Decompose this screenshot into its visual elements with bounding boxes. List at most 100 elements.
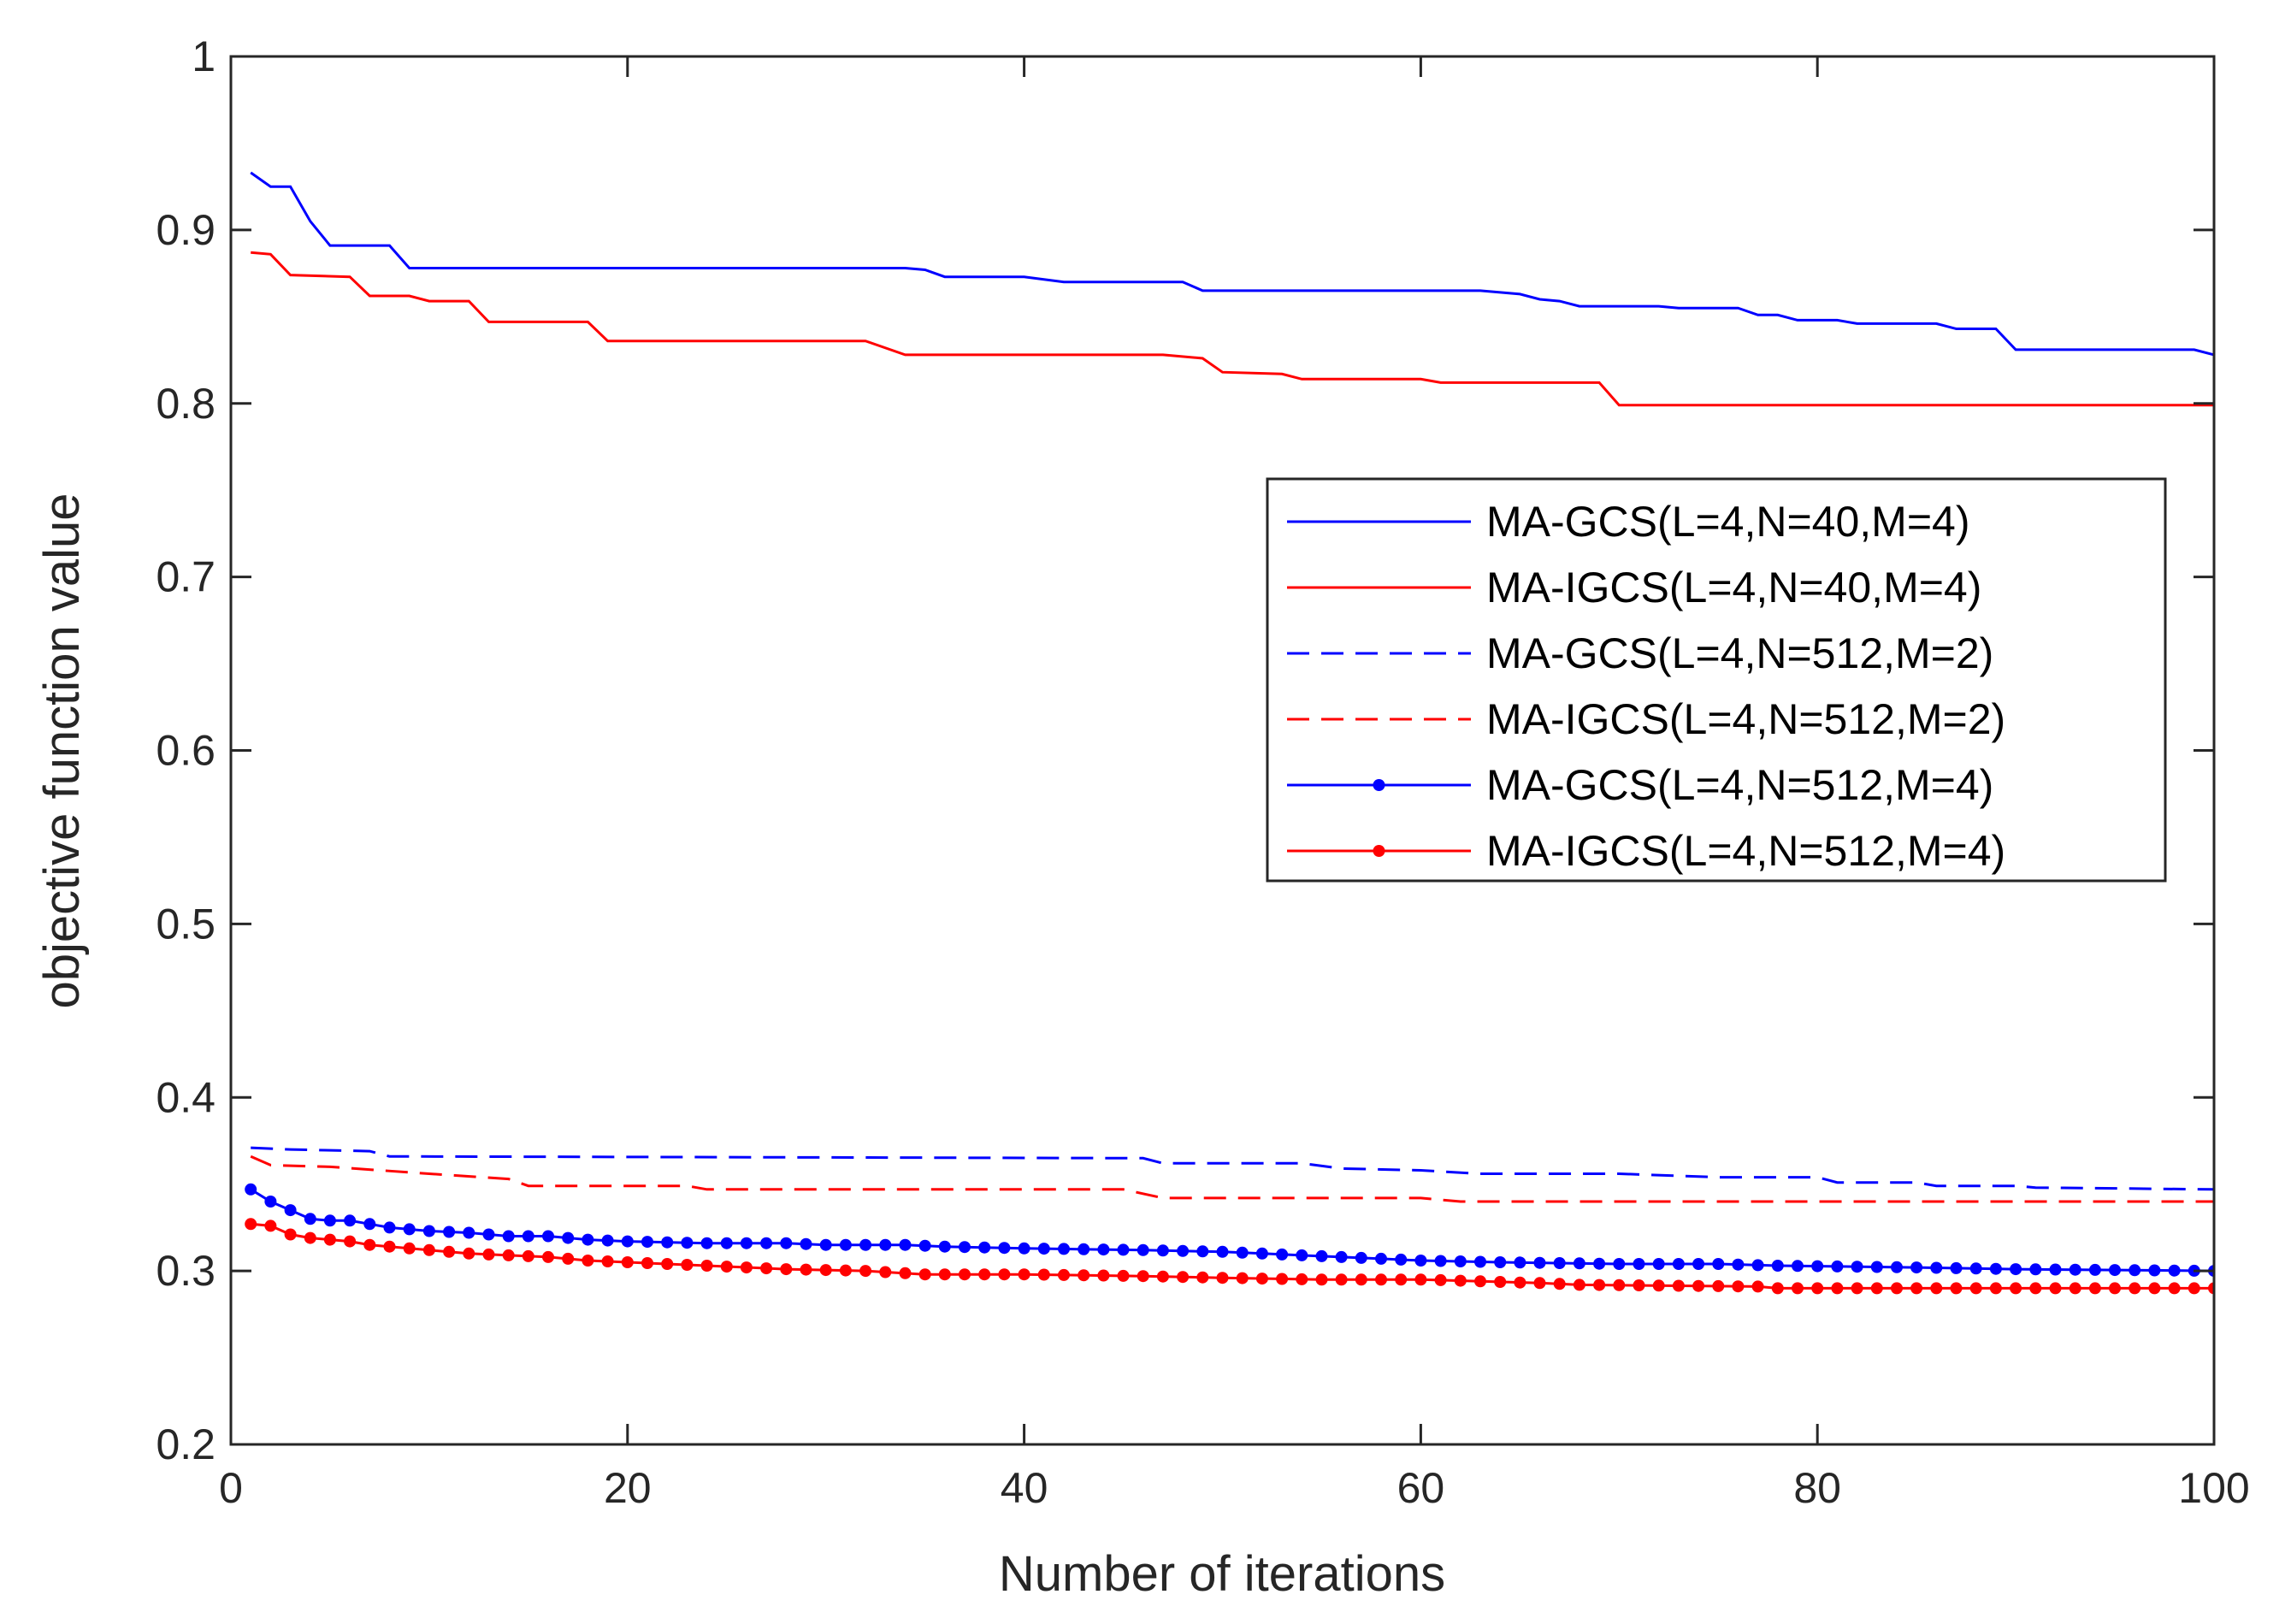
data-point	[780, 1263, 793, 1276]
data-point	[1078, 1269, 1090, 1282]
data-point	[1216, 1245, 1229, 1258]
data-point	[2168, 1282, 2181, 1295]
y-tick-label: 0.7	[156, 553, 216, 601]
data-point	[1553, 1257, 1566, 1269]
data-point	[859, 1265, 872, 1278]
data-point	[2208, 1282, 2214, 1295]
data-point	[304, 1213, 316, 1225]
data-point	[284, 1228, 297, 1241]
data-point	[2029, 1282, 2042, 1295]
data-point	[582, 1233, 594, 1246]
data-point	[562, 1231, 575, 1244]
data-point	[621, 1256, 634, 1268]
data-point	[1494, 1276, 1507, 1288]
data-point	[601, 1255, 614, 1267]
data-point	[859, 1238, 872, 1251]
data-point	[839, 1264, 852, 1277]
data-point	[1315, 1249, 1328, 1262]
data-point	[760, 1262, 773, 1275]
data-point	[1732, 1258, 1745, 1271]
data-point	[542, 1230, 554, 1243]
data-point	[1831, 1260, 1844, 1273]
data-point	[2049, 1282, 2062, 1295]
data-point	[1276, 1248, 1289, 1261]
data-point	[1969, 1282, 1982, 1295]
data-point	[601, 1234, 614, 1247]
data-point	[1296, 1273, 1308, 1285]
data-point	[1037, 1243, 1050, 1255]
data-point	[1712, 1258, 1725, 1270]
data-point	[383, 1221, 396, 1234]
data-point	[264, 1219, 277, 1232]
y-tick-label: 0.5	[156, 900, 216, 948]
data-point	[1989, 1262, 2002, 1275]
data-point	[681, 1259, 694, 1271]
data-point	[1375, 1252, 1387, 1265]
data-point	[2088, 1282, 2101, 1295]
data-point	[463, 1226, 475, 1239]
data-point	[1573, 1279, 1585, 1291]
data-point	[2010, 1282, 2022, 1295]
legend-item: MA-IGCS(L=4,N=512,M=2)	[1287, 695, 2005, 743]
data-point	[2088, 1263, 2101, 1276]
data-point	[1395, 1253, 1408, 1266]
data-point	[1771, 1260, 1784, 1272]
data-point	[1255, 1247, 1268, 1260]
data-point	[978, 1268, 991, 1281]
data-point	[383, 1240, 396, 1253]
data-point	[1771, 1282, 1784, 1295]
y-axis-label: objective function value	[34, 493, 90, 1009]
data-point	[700, 1237, 713, 1249]
series-2	[251, 251, 2214, 407]
data-point	[1454, 1274, 1467, 1287]
legend-label: MA-GCS(L=4,N=512,M=2)	[1486, 629, 1993, 677]
data-point	[1792, 1282, 1804, 1295]
data-point	[2168, 1264, 2181, 1277]
data-point	[681, 1237, 694, 1249]
legend-marker	[1373, 845, 1385, 857]
data-point	[422, 1243, 435, 1256]
legend-item: MA-GCS(L=4,N=512,M=2)	[1287, 629, 1993, 677]
data-point	[700, 1260, 713, 1272]
x-tick-label: 80	[1793, 1464, 1841, 1512]
legend-label: MA-IGCS(L=4,N=40,M=4)	[1486, 564, 1981, 611]
data-point	[2129, 1264, 2141, 1277]
data-point	[1613, 1279, 1626, 1291]
data-point	[1613, 1258, 1626, 1270]
data-point	[2069, 1263, 2081, 1276]
x-axis-label: Number of iterations	[999, 1546, 1445, 1602]
data-point	[1177, 1271, 1190, 1284]
data-point	[482, 1228, 495, 1241]
x-tick-label: 0	[219, 1464, 243, 1512]
data-point	[1078, 1243, 1090, 1255]
data-point	[1236, 1272, 1249, 1284]
data-point	[1533, 1277, 1546, 1290]
series-line	[251, 251, 2214, 407]
data-point	[1751, 1259, 1764, 1272]
legend-box	[1266, 477, 2167, 883]
data-point	[879, 1266, 892, 1279]
data-point	[1593, 1279, 1606, 1291]
series-1	[250, 171, 2214, 357]
data-point	[1751, 1280, 1764, 1293]
data-point	[780, 1237, 793, 1249]
data-point	[740, 1237, 753, 1249]
data-point	[1851, 1282, 1863, 1295]
y-tick-label: 0.2	[156, 1420, 216, 1468]
data-point	[304, 1231, 316, 1244]
data-point	[1335, 1273, 1348, 1286]
data-point	[1593, 1257, 1606, 1270]
data-point	[1891, 1261, 1903, 1273]
data-point	[1494, 1256, 1507, 1268]
data-point	[2029, 1263, 2042, 1276]
data-point	[1910, 1261, 1923, 1274]
data-point	[621, 1235, 634, 1248]
data-point	[1296, 1249, 1308, 1261]
data-point	[760, 1237, 773, 1249]
data-point	[1930, 1261, 1943, 1274]
legend-label: MA-GCS(L=4,N=40,M=4)	[1486, 498, 1969, 546]
data-point	[1355, 1251, 1367, 1264]
data-point	[938, 1240, 951, 1253]
data-point	[582, 1255, 594, 1267]
data-point	[1533, 1256, 1546, 1269]
